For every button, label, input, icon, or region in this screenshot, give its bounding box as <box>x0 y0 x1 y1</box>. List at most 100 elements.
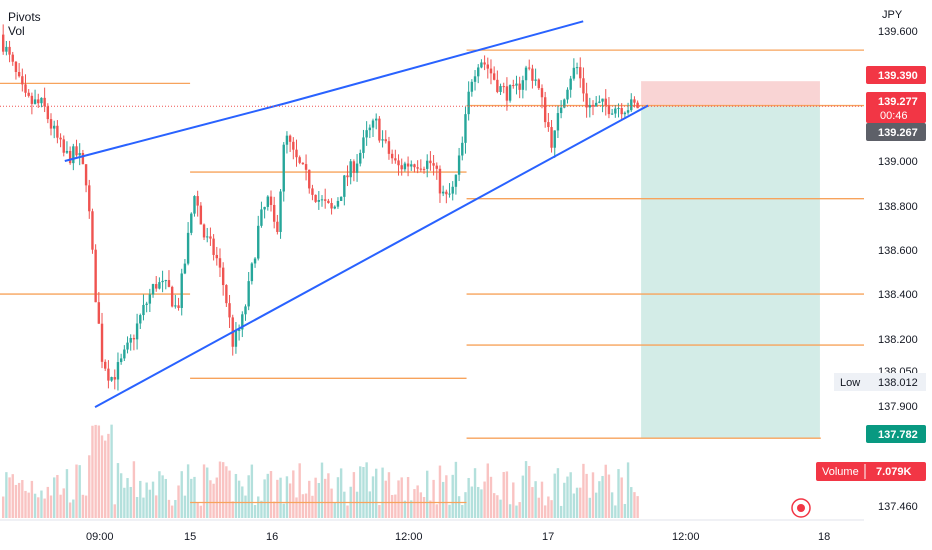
candle-body <box>480 62 483 68</box>
volume-bar <box>129 486 132 518</box>
volume-bar <box>113 504 116 518</box>
trendline-lower <box>94 104 649 409</box>
volume-bar <box>170 505 174 518</box>
candle-body <box>515 83 518 86</box>
candle-body <box>104 361 107 369</box>
volume-bar <box>492 493 496 518</box>
candle-body <box>464 114 467 143</box>
volume-bar <box>196 502 199 518</box>
volume-bar <box>352 472 356 518</box>
candle-body <box>110 377 113 381</box>
volume-bar <box>559 505 563 518</box>
candle-body <box>234 330 238 347</box>
candle-body <box>547 122 550 128</box>
volume-bar <box>528 465 531 518</box>
volume-bar <box>107 433 110 518</box>
candle-body <box>311 188 314 195</box>
currency-label: JPY <box>882 9 903 21</box>
volume-bar <box>33 493 37 518</box>
candle-body <box>575 67 579 69</box>
candle-body <box>594 102 598 107</box>
candle-body <box>550 127 553 148</box>
candle-body <box>524 67 528 81</box>
candle-body <box>304 164 308 170</box>
candle-body <box>167 280 171 287</box>
volume-bar <box>234 473 238 518</box>
volume-bar <box>301 494 305 518</box>
volume-bar <box>614 505 617 518</box>
volume-bar <box>563 482 566 518</box>
candle-body <box>298 157 301 163</box>
take-profit-zone <box>641 106 820 438</box>
volume-bar <box>247 475 250 518</box>
volume-value: 7.079K <box>876 466 912 478</box>
candle-body <box>339 196 343 201</box>
price-tick: 138.200 <box>878 334 918 346</box>
candle-body <box>330 202 333 209</box>
candle-body <box>225 285 228 304</box>
candle-body <box>486 64 489 69</box>
candle-body <box>633 99 636 103</box>
pivots-legend[interactable]: Pivots <box>8 10 41 24</box>
volume-bar <box>550 500 553 518</box>
candle-body <box>327 200 330 203</box>
volume-bar <box>282 503 285 518</box>
volume-bar <box>636 496 639 518</box>
volume-bar <box>419 492 423 518</box>
time-label: 16 <box>266 531 278 543</box>
last-price-badge <box>866 92 926 123</box>
time-axis-labels[interactable]: 09:00 15 16 12:00 17 12:00 18 <box>86 531 830 543</box>
candle-body <box>78 153 81 156</box>
candle-body <box>269 196 273 205</box>
volume-bar <box>78 465 81 518</box>
candle-body <box>579 67 582 79</box>
volume-bar <box>206 467 209 518</box>
candle-body <box>323 199 327 201</box>
volume-bar <box>212 483 215 518</box>
candle-body <box>406 163 410 167</box>
candle-body <box>135 323 139 340</box>
volume-bar <box>228 470 231 518</box>
candle-body <box>62 139 65 153</box>
vol-legend[interactable]: Vol <box>8 24 25 38</box>
volume-bar <box>582 463 585 518</box>
volume-bar <box>40 490 43 518</box>
candle-body <box>215 254 218 259</box>
volume-bar <box>553 473 556 518</box>
volume-bar <box>221 462 225 518</box>
volume-bar <box>186 464 190 518</box>
volume-bar <box>591 472 595 518</box>
volume-bar <box>8 477 11 518</box>
volume-bar <box>339 468 343 518</box>
volume-label: Volume <box>822 466 859 478</box>
candle-body <box>250 263 254 282</box>
volume-bar <box>400 477 403 518</box>
candle-body <box>180 273 183 308</box>
candle-body <box>97 302 101 324</box>
candle-body <box>610 113 614 115</box>
volume-bar <box>269 471 273 518</box>
candle-body <box>88 185 91 212</box>
candle-body <box>186 232 190 264</box>
candle-body <box>100 323 104 362</box>
trendlines[interactable] <box>64 20 649 409</box>
volume-bar <box>626 462 630 518</box>
volume-bar <box>97 425 101 518</box>
volume-bar <box>68 502 72 518</box>
candle-body <box>448 193 451 195</box>
candle-body <box>164 280 167 282</box>
volume-bar <box>81 494 85 518</box>
candle-body <box>394 158 397 161</box>
volume-bar <box>123 487 126 518</box>
time-label: 15 <box>184 531 196 543</box>
candle-body <box>30 95 34 104</box>
candle-body <box>422 168 426 170</box>
candle-body <box>218 258 222 268</box>
candle-body <box>266 196 270 207</box>
price-tick: 139.000 <box>878 156 918 168</box>
candle-body <box>253 258 257 264</box>
volume-bar <box>151 481 155 518</box>
record-icon[interactable] <box>791 498 811 518</box>
volume-bar <box>540 481 544 518</box>
